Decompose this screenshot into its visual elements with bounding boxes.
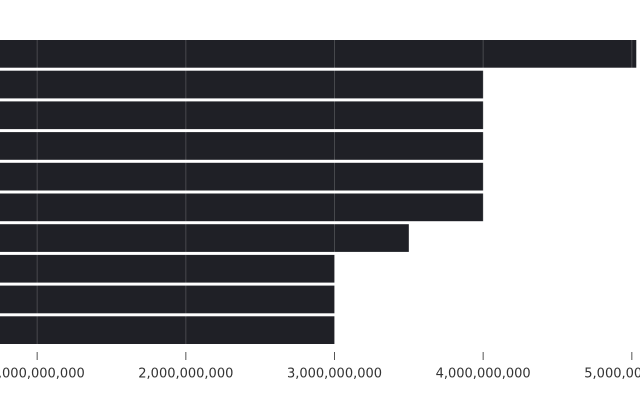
bar	[0, 162, 484, 191]
x-tick-label: 5,000,000,000	[584, 367, 640, 382]
bar	[0, 40, 637, 68]
bar	[0, 285, 335, 314]
bar	[0, 132, 484, 160]
bar	[0, 193, 484, 222]
x-tick-label: 2,000,000,000	[138, 367, 233, 382]
bar	[0, 316, 335, 344]
bar	[0, 101, 484, 130]
x-tick-label: 3,000,000,000	[287, 367, 382, 382]
bar	[0, 254, 335, 283]
x-tick-label: 4,000,000,000	[436, 367, 531, 382]
bar	[0, 224, 409, 252]
x-tick-label: 1,000,000,000	[0, 367, 85, 382]
bar	[0, 70, 484, 99]
